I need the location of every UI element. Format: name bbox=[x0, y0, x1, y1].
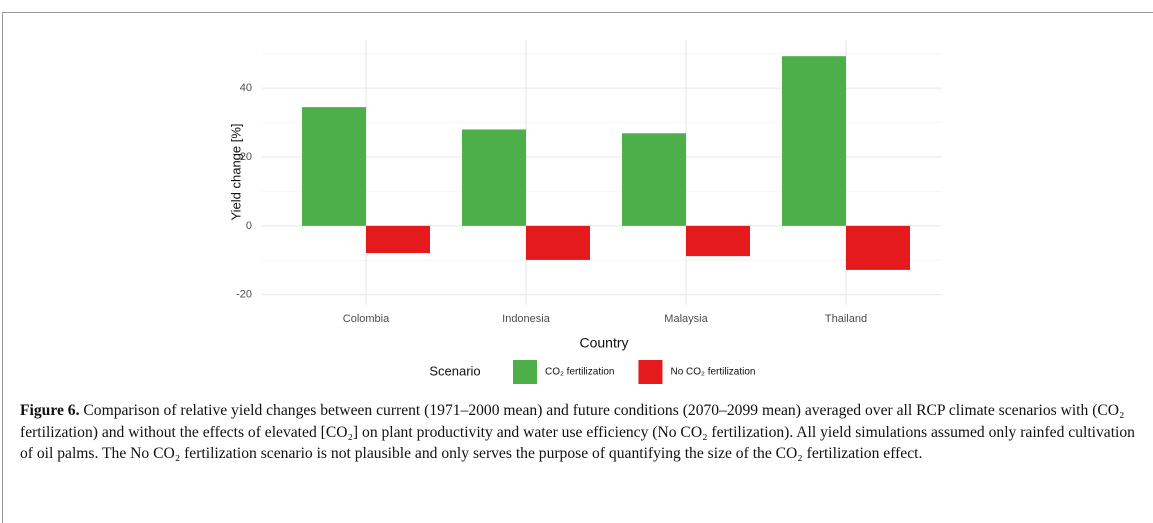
x-axis-title: Country bbox=[579, 335, 628, 351]
x-tick-label: Colombia bbox=[343, 313, 390, 325]
y-tick-label: 20 bbox=[240, 151, 252, 163]
legend-swatch bbox=[513, 360, 537, 384]
caption-label: Figure 6. bbox=[20, 402, 80, 419]
x-tick-label: Indonesia bbox=[502, 313, 551, 325]
x-tick-label: Thailand bbox=[825, 313, 867, 325]
legend-title: Scenario bbox=[429, 363, 480, 378]
y-tick-label: 0 bbox=[246, 220, 252, 232]
bar bbox=[622, 133, 686, 226]
legend-swatch bbox=[638, 360, 663, 384]
bar bbox=[782, 56, 846, 226]
figure-frame bbox=[2, 12, 1153, 523]
caption: Figure 6. Comparison of relative yield c… bbox=[20, 400, 1135, 465]
legend-label: No CO₂ fertilization bbox=[670, 367, 755, 378]
legend-label: CO₂ fertilization bbox=[545, 367, 614, 378]
caption-text: Comparison of relative yield changes bet… bbox=[20, 402, 1135, 463]
bar bbox=[366, 225, 430, 254]
x-tick-label: Malaysia bbox=[664, 313, 708, 325]
chart: Yield change [%] Country Scenario -20 0 20… bbox=[228, 40, 942, 384]
y-tick-label: -20 bbox=[236, 289, 252, 301]
y-tick-label: 40 bbox=[240, 82, 252, 94]
bar bbox=[462, 129, 526, 226]
bar bbox=[846, 225, 910, 270]
bar bbox=[302, 107, 366, 226]
bar bbox=[526, 225, 590, 260]
y-axis-title: Yield change [%] bbox=[228, 123, 243, 220]
bar bbox=[686, 225, 750, 257]
